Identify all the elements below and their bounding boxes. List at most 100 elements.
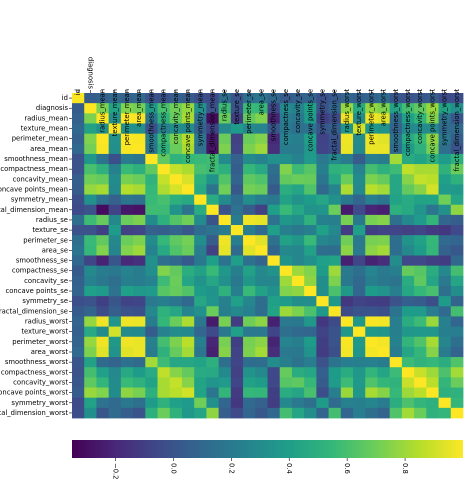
heatmap-cell [157, 367, 171, 378]
heatmap-cell [72, 296, 85, 307]
y-tick-label: radius_se [36, 216, 68, 224]
heatmap-cell [377, 346, 391, 358]
heatmap-cell [328, 204, 342, 216]
heatmap-cell [230, 225, 244, 236]
heatmap-cell [365, 245, 378, 256]
heatmap-cell [255, 93, 268, 104]
heatmap-cell [389, 225, 403, 236]
heatmap-cell [120, 225, 134, 236]
heatmap-cell [96, 194, 110, 206]
heatmap-cell [450, 326, 464, 338]
heatmap-cell [304, 194, 317, 206]
heatmap-cell [243, 204, 256, 216]
heatmap-cell [96, 316, 110, 327]
heatmap-cell [84, 326, 97, 338]
heatmap-cell [206, 113, 220, 124]
heatmap-cell [328, 143, 342, 155]
heatmap-cell [243, 245, 256, 256]
heatmap-cell [218, 316, 232, 327]
heatmap-cell [450, 164, 464, 175]
heatmap-cell [218, 103, 232, 114]
heatmap-cell [72, 346, 85, 358]
heatmap-cell [108, 123, 122, 135]
heatmap-cell [194, 123, 207, 135]
heatmap-cell [181, 235, 195, 246]
heatmap-cell [377, 296, 391, 307]
heatmap-cell [353, 336, 366, 348]
heatmap-cell [206, 265, 220, 277]
heatmap-cell [353, 204, 366, 216]
heatmap-cell [304, 143, 317, 155]
heatmap-cell [340, 275, 354, 287]
heatmap-cell [340, 143, 354, 155]
heatmap-cell [108, 174, 122, 185]
heatmap-cell [218, 255, 232, 267]
heatmap-cell [426, 245, 439, 256]
heatmap-cell [194, 407, 207, 419]
heatmap-cell [120, 93, 134, 104]
heatmap-cell [145, 235, 158, 246]
heatmap-cell [267, 407, 281, 419]
heatmap-cell [194, 225, 207, 236]
heatmap-cell [96, 357, 110, 368]
heatmap-cell [340, 133, 354, 145]
heatmap-cell [157, 245, 171, 256]
heatmap-cell [267, 357, 281, 368]
y-tick-label: concavity_mean [13, 175, 68, 183]
heatmap-cell [133, 306, 146, 317]
heatmap-cell [169, 397, 183, 409]
heatmap-cell [377, 265, 391, 277]
heatmap-cell [194, 296, 207, 307]
heatmap-cell [328, 214, 342, 226]
heatmap-cell [438, 184, 452, 195]
heatmap-cell [377, 113, 391, 124]
colorbar [72, 440, 463, 458]
heatmap-cell [365, 184, 378, 195]
heatmap-cell [181, 123, 195, 135]
y-tick-label: area_mean [30, 145, 68, 153]
heatmap-cell [96, 306, 110, 317]
heatmap-cell [401, 285, 415, 297]
heatmap-cell [72, 133, 85, 145]
heatmap-cell [438, 285, 452, 297]
heatmap-cell [84, 225, 97, 236]
heatmap-cell [328, 316, 342, 327]
heatmap-cell [133, 255, 146, 267]
heatmap-cell [243, 265, 256, 277]
heatmap-cell [328, 326, 342, 338]
heatmap-cell [96, 103, 110, 114]
heatmap-cell [108, 296, 122, 307]
heatmap-cell [389, 204, 403, 216]
heatmap-cell [401, 357, 415, 368]
x-tick-label: texture_se [233, 89, 241, 125]
heatmap-cell [328, 306, 342, 317]
heatmap-cell [291, 133, 305, 145]
heatmap-cell [267, 204, 281, 216]
heatmap-cell [414, 194, 427, 206]
heatmap-cell [181, 255, 195, 267]
heatmap-cell [181, 113, 195, 124]
heatmap-cell [255, 194, 268, 206]
heatmap-cell [316, 336, 329, 348]
heatmap-cell [255, 387, 268, 399]
heatmap-cell [108, 143, 122, 155]
heatmap-cell [108, 397, 122, 409]
heatmap-cell [365, 113, 378, 124]
heatmap-cell [133, 133, 146, 145]
heatmap-cell [84, 265, 97, 277]
heatmap-cell [365, 123, 378, 135]
heatmap-cell [353, 397, 366, 409]
heatmap-cell [340, 194, 354, 206]
heatmap-cell [133, 174, 146, 185]
heatmap-cell [243, 306, 256, 317]
heatmap-cell [316, 296, 329, 307]
heatmap-cell [218, 214, 232, 226]
heatmap-cell [108, 245, 122, 256]
heatmap-cell [145, 346, 158, 358]
heatmap-cell [438, 357, 452, 368]
heatmap-cell [365, 204, 378, 216]
heatmap-cell [450, 367, 464, 378]
heatmap-cell [426, 225, 439, 236]
heatmap-cell [255, 397, 268, 409]
y-tick-label: texture_se [32, 226, 68, 234]
